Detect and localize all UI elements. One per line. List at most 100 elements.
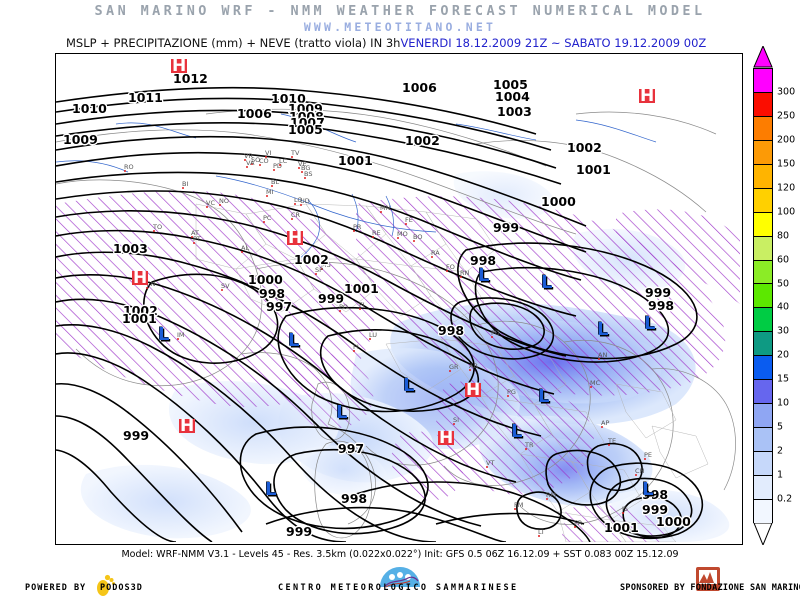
subtitle-valid-time: VENERDI 18.12.2009 21Z ~ SABATO 19.12.20…: [400, 36, 707, 50]
isobar-value-label: 1000: [656, 514, 691, 529]
city-label: SP: [315, 266, 324, 274]
city-label: SV: [221, 282, 230, 290]
city-label: LU: [369, 331, 378, 339]
isobar-value-label: 1011: [128, 90, 163, 105]
isobar-value-label: 1001: [344, 281, 379, 296]
city-label: AN: [598, 351, 608, 359]
isobar-value-label: 1005: [493, 77, 528, 92]
city-dot: [259, 164, 261, 166]
colorbar-tick: 5: [777, 421, 784, 433]
city-label: PC: [263, 214, 272, 222]
city-label: LC: [279, 157, 288, 165]
colorbar-tick: 40: [777, 301, 790, 313]
high-pressure-marker: H: [171, 56, 188, 76]
city-label: AL: [241, 244, 250, 252]
isobar-value-label: 998: [642, 487, 669, 502]
city-dot: [353, 230, 355, 232]
isobar-value-label: 1001: [576, 162, 611, 177]
city-label: PR: [353, 223, 362, 231]
chart-subtitle: MSLP + PRECIPITAZIONE (mm) + NEVE (tratt…: [66, 36, 706, 50]
city-label: TR: [525, 441, 534, 449]
city-dot: [622, 512, 624, 514]
city-label: IM: [177, 331, 185, 339]
isobar-value-label: 1002: [123, 303, 158, 318]
city-dot: [279, 164, 281, 166]
city-dot: [339, 310, 341, 312]
city-label: BO: [413, 233, 423, 241]
city-label: RA: [431, 249, 440, 257]
city-label: SO: [251, 156, 261, 164]
city-label: PI: [353, 343, 359, 351]
city-dot: [369, 338, 371, 340]
colorbar-segment: [754, 212, 772, 237]
colorbar-segment: [754, 404, 772, 429]
city-label: VI: [265, 149, 272, 157]
centro-meteorologico-label: CENTRO METEOROLOGICO SAMMARINESE: [278, 583, 519, 593]
city-dot: [273, 169, 275, 171]
city-label: MI: [266, 188, 274, 196]
forecast-map[interactable]: BL UD TN VR VI TV PD VE RO BI VC NO MI LO CR BS BG MN PC PR…: [55, 53, 743, 545]
city-label: TE: [608, 437, 617, 445]
city-dot: [453, 423, 455, 425]
city-label: BS: [304, 170, 313, 178]
city-label: TV: [291, 149, 300, 157]
isobar-value-label: 998: [648, 298, 675, 313]
city-dot: [298, 167, 300, 169]
low-pressure-marker: L: [336, 402, 348, 423]
city-label: IS: [622, 505, 629, 513]
city-label: CN: [146, 280, 156, 288]
low-pressure-marker: L: [511, 421, 523, 442]
colorbar-tick: 10: [777, 397, 790, 409]
colorbar-tick: 0.2: [777, 493, 793, 505]
city-dot: [321, 268, 323, 270]
colorbar-tick: 50: [777, 278, 790, 290]
city-dot: [294, 203, 296, 205]
isobar-value-label: 1002: [405, 133, 440, 148]
city-dot: [206, 206, 208, 208]
isobar-value-label: 1003: [497, 104, 532, 119]
city-label: MS: [321, 261, 331, 269]
city-dot: [353, 350, 355, 352]
city-dot: [251, 163, 253, 165]
city-label: NO: [219, 197, 229, 205]
city-label: UD: [300, 197, 310, 205]
city-label: FO: [446, 263, 455, 271]
isobar-value-label: 1000: [248, 272, 283, 287]
isobar-value-label: 1010: [271, 91, 306, 106]
isobar-value-label: 1002: [294, 252, 329, 267]
city-label: FI: [359, 301, 365, 309]
city-dot: [590, 386, 592, 388]
city-label: FE: [405, 216, 413, 224]
city-dot: [182, 187, 184, 189]
city-label: MN: [380, 204, 391, 212]
city-dot: [507, 395, 509, 397]
low-pressure-marker: L: [644, 313, 656, 334]
city-dot: [419, 143, 421, 145]
city-label: SI: [453, 416, 460, 424]
city-label: VR: [244, 152, 253, 160]
city-label: VC: [206, 199, 215, 207]
city-label: CR: [291, 211, 301, 219]
precipitation-colorbar: [753, 68, 773, 524]
city-dot: [608, 444, 610, 446]
city-dot: [413, 240, 415, 242]
city-dot: [177, 338, 179, 340]
map-graphics: [56, 54, 740, 542]
colorbar-tick: 150: [777, 158, 796, 170]
podos3d-logo-text[interactable]: PODOS3D: [100, 583, 143, 593]
colorbar-segment: [754, 428, 772, 452]
city-label: BL: [271, 178, 280, 186]
podos3d-footprint-icon: [97, 574, 115, 596]
city-dot: [254, 281, 256, 283]
city-dot: [265, 156, 267, 158]
city-label: RM: [546, 491, 557, 499]
city-dot: [446, 270, 448, 272]
city-dot: [315, 273, 317, 275]
city-dot: [146, 287, 148, 289]
city-dot: [241, 251, 243, 253]
isobar-value-label: 1005: [288, 122, 323, 137]
colorbar-segment: [754, 332, 772, 357]
city-label: BI: [182, 180, 189, 188]
fondazione-san-marino-icon: [696, 567, 720, 591]
isobar-value-label: 1001: [604, 520, 639, 535]
